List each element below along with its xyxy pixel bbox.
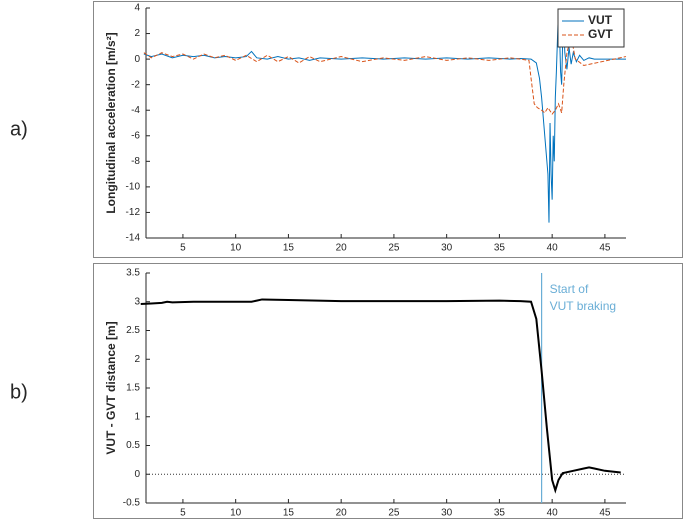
y-tick-label: 0.5 bbox=[126, 440, 140, 451]
series-line bbox=[143, 10, 626, 223]
y-tick-label: -2 bbox=[131, 79, 140, 90]
y-tick-label: -8 bbox=[131, 156, 140, 167]
y-tick-label: 3.5 bbox=[126, 268, 140, 279]
y-tick-label: -10 bbox=[126, 182, 141, 193]
annotation: Start of bbox=[550, 282, 589, 296]
x-tick-label: 30 bbox=[441, 508, 453, 519]
x-tick-label: 45 bbox=[599, 243, 611, 254]
series-line bbox=[140, 298, 621, 494]
panel-frame bbox=[93, 1, 683, 258]
y-tick-label: 2 bbox=[134, 354, 140, 365]
x-tick-label: 25 bbox=[388, 243, 400, 254]
legend-box bbox=[557, 8, 625, 48]
x-tick-label: 30 bbox=[441, 243, 453, 254]
y-tick-label: 1 bbox=[134, 411, 140, 422]
y-tick-label: 0 bbox=[134, 469, 140, 480]
x-tick-label: 20 bbox=[336, 508, 348, 519]
x-tick-label: 40 bbox=[547, 508, 559, 519]
x-tick-label: 25 bbox=[388, 508, 400, 519]
y-tick-label: -14 bbox=[126, 233, 141, 244]
y-tick-label: 3 bbox=[134, 296, 140, 307]
x-tick-label: 45 bbox=[599, 508, 611, 519]
x-tick-label: 5 bbox=[180, 508, 186, 519]
panel-label: b) bbox=[10, 381, 28, 403]
panel-label: a) bbox=[10, 118, 28, 140]
x-tick-label: 35 bbox=[494, 508, 506, 519]
x-tick-label: 35 bbox=[494, 243, 506, 254]
series-line bbox=[143, 35, 627, 115]
x-tick-label: 15 bbox=[283, 508, 295, 519]
legend-label: GVT bbox=[588, 27, 613, 41]
y-axis-label: VUT - GVT distance [m] bbox=[104, 321, 118, 454]
y-tick-label: 2.5 bbox=[126, 325, 140, 336]
x-tick-label: 10 bbox=[230, 508, 242, 519]
x-tick-label: 10 bbox=[230, 243, 242, 254]
x-tick-label: 20 bbox=[336, 243, 348, 254]
legend-label: VUT bbox=[588, 13, 613, 27]
y-tick-label: 1.5 bbox=[126, 383, 140, 394]
y-tick-label: -0.5 bbox=[123, 498, 141, 509]
y-tick-label: -4 bbox=[131, 105, 140, 116]
y-tick-label: 0 bbox=[134, 54, 140, 65]
annotation: VUT braking bbox=[550, 299, 616, 313]
y-tick-label: -6 bbox=[131, 130, 140, 141]
x-tick-label: 5 bbox=[180, 243, 186, 254]
x-tick-label: 15 bbox=[283, 243, 295, 254]
x-tick-label: 40 bbox=[547, 243, 559, 254]
y-axis-label: Longitudinal acceleration [m/s²] bbox=[104, 32, 118, 213]
y-tick-label: 4 bbox=[134, 3, 140, 14]
y-tick-label: -12 bbox=[126, 207, 141, 218]
panel-frame bbox=[93, 263, 683, 519]
y-tick-label: 2 bbox=[134, 28, 140, 39]
